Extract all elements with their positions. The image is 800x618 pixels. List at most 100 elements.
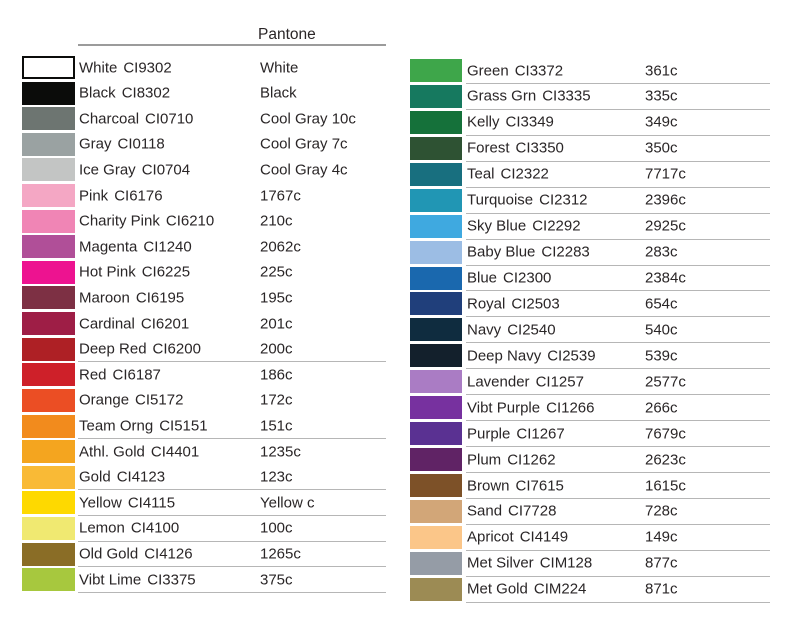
color-name-label: Teal CI2322 bbox=[467, 166, 549, 183]
pantone-value: 172c bbox=[260, 391, 293, 409]
color-swatch bbox=[410, 370, 462, 394]
color-name-label: Deep Red CI6200 bbox=[79, 341, 201, 358]
color-swatch bbox=[410, 59, 462, 82]
pantone-value: Black bbox=[260, 84, 297, 102]
color-name-label: Maroon CI6195 bbox=[79, 289, 184, 306]
color-row: Gray CI0118 Cool Gray 7c bbox=[22, 132, 386, 159]
color-swatch bbox=[22, 542, 75, 566]
color-code: CI0118 bbox=[117, 135, 165, 153]
color-row: Purple CI1267 7679c bbox=[410, 422, 770, 448]
color-code: CI6201 bbox=[140, 315, 190, 333]
color-row: Lavender CI1257 2577c bbox=[410, 370, 770, 396]
color-name: Royal bbox=[467, 295, 506, 313]
color-name-label: Lemon CI4100 bbox=[79, 520, 179, 537]
color-row: Navy CI2540 540c bbox=[410, 318, 770, 344]
color-column-left: White CI9302 White Black CI8302 Black Charcoal… bbox=[22, 56, 386, 594]
color-name: Lemon bbox=[79, 519, 125, 537]
row-underline bbox=[78, 566, 386, 568]
color-code: CI3375 bbox=[147, 571, 196, 589]
row-underline bbox=[78, 591, 386, 593]
color-name: Athl. Gold bbox=[79, 443, 145, 461]
color-name: Grass Grn bbox=[467, 87, 537, 105]
pantone-value: Cool Gray 10c bbox=[260, 110, 356, 128]
color-swatch bbox=[410, 577, 462, 601]
color-swatch bbox=[22, 56, 75, 79]
color-row: Old Gold CI4126 1265c bbox=[22, 542, 386, 569]
color-name: Red bbox=[79, 366, 107, 384]
color-code: CI3349 bbox=[505, 113, 554, 131]
color-name: Gold bbox=[79, 468, 111, 486]
pantone-value: White bbox=[260, 59, 299, 76]
color-code: CI4100 bbox=[130, 519, 180, 537]
pantone-value: 728c bbox=[645, 502, 678, 520]
color-name-label: Apricot CI4149 bbox=[467, 529, 568, 546]
color-name: Team Orng bbox=[79, 417, 154, 435]
color-row: Lemon CI4100 100c bbox=[22, 516, 386, 543]
pantone-value: 266c bbox=[645, 399, 678, 417]
color-name-label: Plum CI1262 bbox=[467, 451, 556, 468]
color-row: Pink CI6176 1767c bbox=[22, 184, 386, 210]
color-name-label: Met Gold CIM224 bbox=[467, 581, 586, 598]
color-code: CI6225 bbox=[141, 263, 191, 281]
color-swatch bbox=[410, 240, 462, 264]
color-name-label: Orange CI5172 bbox=[79, 392, 183, 409]
color-swatch bbox=[410, 499, 462, 523]
row-underline bbox=[466, 264, 770, 266]
color-name: Green bbox=[467, 62, 509, 79]
pantone-value: 201c bbox=[260, 315, 293, 333]
color-row: Deep Navy CI2539 539c bbox=[410, 344, 770, 370]
row-underline bbox=[466, 160, 770, 162]
color-name: Teal bbox=[467, 165, 495, 183]
pantone-value: 186c bbox=[260, 366, 293, 384]
color-row: Apricot CI4149 149c bbox=[410, 525, 770, 552]
color-code: CI2292 bbox=[532, 217, 581, 235]
color-swatch bbox=[22, 235, 75, 259]
pantone-value: 210c bbox=[260, 212, 293, 230]
pantone-value: 335c bbox=[645, 87, 678, 105]
color-name-label: Forest CI3350 bbox=[467, 140, 564, 157]
color-row: Athl. Gold CI4401 1235c bbox=[22, 440, 386, 466]
color-name: Vibt Purple bbox=[467, 399, 541, 417]
color-name: Sand bbox=[467, 502, 503, 520]
color-code: CI7728 bbox=[508, 502, 557, 520]
color-name: Cardinal bbox=[79, 315, 135, 333]
color-code: CI2312 bbox=[539, 191, 588, 209]
row-underline bbox=[466, 108, 770, 110]
row-underline bbox=[78, 514, 386, 516]
color-name: Charity Pink bbox=[79, 212, 160, 230]
color-name: Lavender bbox=[467, 373, 530, 391]
color-name-label: Vibt Purple CI1266 bbox=[467, 399, 594, 416]
color-swatch bbox=[22, 286, 75, 310]
color-code: CI6187 bbox=[112, 366, 161, 384]
color-row: Grass Grn CI3335 335c bbox=[410, 84, 770, 111]
color-swatch bbox=[410, 396, 462, 420]
color-row: Royal CI2503 654c bbox=[410, 292, 770, 318]
row-underline bbox=[466, 523, 770, 525]
color-swatch bbox=[22, 209, 75, 233]
color-swatch bbox=[22, 158, 75, 182]
color-name-label: White CI9302 bbox=[79, 59, 172, 76]
color-code: CI6210 bbox=[165, 212, 215, 230]
color-row: Charcoal CI0710 Cool Gray 10c bbox=[22, 107, 386, 133]
color-name-label: Charcoal CI0710 bbox=[79, 110, 193, 127]
pantone-value: 200c bbox=[260, 340, 293, 358]
color-row: Baby Blue CI2283 283c bbox=[410, 240, 770, 267]
pantone-value: 2623c bbox=[645, 451, 686, 469]
color-name: Deep Red bbox=[79, 340, 147, 358]
color-name: Pink bbox=[79, 187, 109, 205]
color-name: Met Silver bbox=[467, 554, 534, 572]
color-swatch bbox=[410, 474, 462, 497]
row-underline bbox=[466, 420, 770, 422]
pantone-value: 100c bbox=[260, 519, 293, 537]
color-name: Met Gold bbox=[467, 580, 528, 598]
pantone-value: 877c bbox=[645, 554, 678, 572]
color-code: CI1266 bbox=[546, 399, 595, 417]
color-code: CI9302 bbox=[123, 59, 172, 76]
color-swatch bbox=[22, 465, 75, 489]
color-code: CI2300 bbox=[503, 269, 552, 287]
color-name-label: Blue CI2300 bbox=[467, 270, 551, 287]
color-column-right: Green CI3372 361c Grass Grn CI3335 335c Kelly C… bbox=[410, 59, 770, 604]
color-code: CI1262 bbox=[507, 451, 556, 469]
color-row: Cardinal CI6201 201c bbox=[22, 312, 386, 338]
color-code: CI0710 bbox=[145, 110, 194, 128]
